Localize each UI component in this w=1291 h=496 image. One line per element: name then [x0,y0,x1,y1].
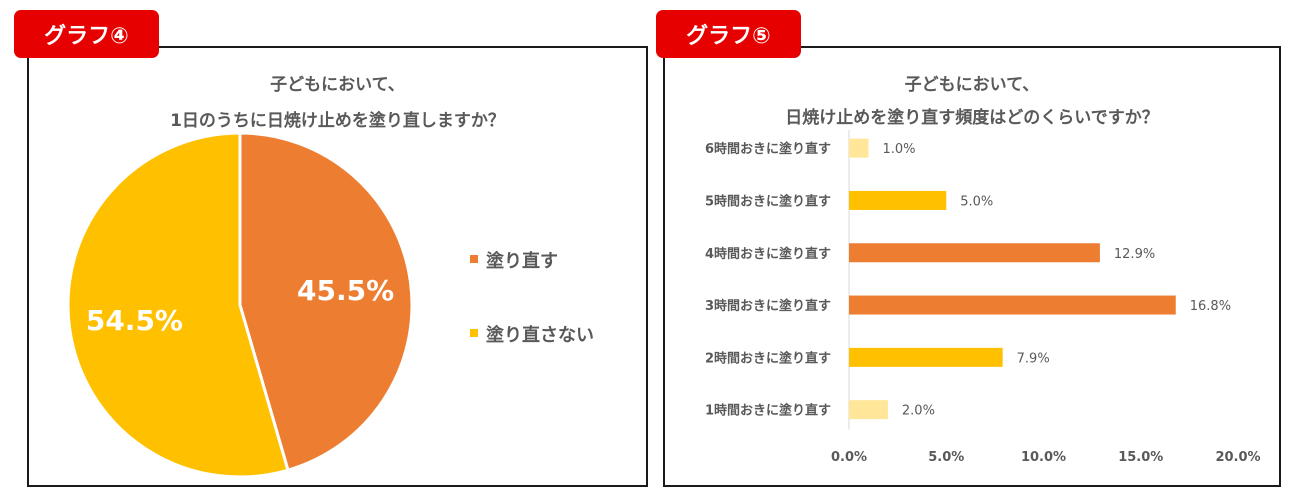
category-label-1: 6時間おきに塗り直す [705,141,831,157]
legend-swatch-2 [470,329,478,337]
bar-value-label-5: 7.9% [1017,351,1050,366]
pie-chart-title-line1: 子どもにおいて、 [270,75,405,95]
pie-slice-2 [66,131,290,479]
bar-value-label-1: 1.0% [882,142,915,157]
category-label-3: 4時間おきに塗り直す [705,246,831,262]
bar-chart-title-line1: 子どもにおいて、 [904,75,1040,95]
category-label-5: 2時間おきに塗り直す [705,350,831,366]
bar-chart-panel: 子どもにおいて、 日焼け止めを塗り直す頻度はどのくらいですか？ 6時間おきに塗り… [663,46,1281,487]
x-tick-label-1: 0.0% [831,450,867,465]
x-tick-label-4: 15.0% [1118,450,1163,465]
pie-value-label-1: 45.5% [297,274,394,307]
bar-2 [849,190,947,210]
bar-3 [849,243,1100,263]
x-tick-label-5: 20.0% [1215,450,1260,465]
bar-chart: 6時間おきに塗り直す 1.0% 5時間おきに塗り直す 5.0% 4時間おきに塗り直す 12… [705,130,1261,465]
bar-value-label-2: 5.0% [960,194,993,209]
legend-label-1: 塗り直す [486,250,558,272]
bar-5 [849,347,1003,367]
pie-value-label-2: 54.5% [86,304,183,337]
bar-1 [849,138,869,158]
bar-value-label-4: 16.8% [1190,299,1231,314]
category-label-6: 1時間おきに塗り直す [705,403,831,419]
x-tick-label-3: 10.0% [1021,450,1066,465]
chart-tag-5: グラフ⑤ [656,10,801,58]
bar-4 [849,295,1176,315]
bar-6 [849,400,888,420]
pie-chart-title-line2: 1日のうちに日焼け止めを塗り直しますか？ [170,111,505,131]
bar-value-label-6: 2.0% [902,404,935,419]
legend-swatch-1 [470,255,478,263]
x-tick-label-2: 5.0% [928,450,964,465]
category-label-4: 3時間おきに塗り直す [705,298,831,314]
pie-chart-panel: 子どもにおいて、 1日のうちに日焼け止めを塗り直しますか？ 45.5% 54.5%… [27,46,648,487]
bar-value-label-3: 12.9% [1114,247,1155,262]
legend-label-2: 塗り直さない [486,324,594,346]
chart-tag-4: グラフ④ [14,10,159,58]
category-label-2: 5時間おきに塗り直す [705,193,831,209]
bar-chart-title-line2: 日焼け止めを塗り直す頻度はどのくらいですか？ [785,108,1159,128]
pie-slice-1 [238,131,414,473]
